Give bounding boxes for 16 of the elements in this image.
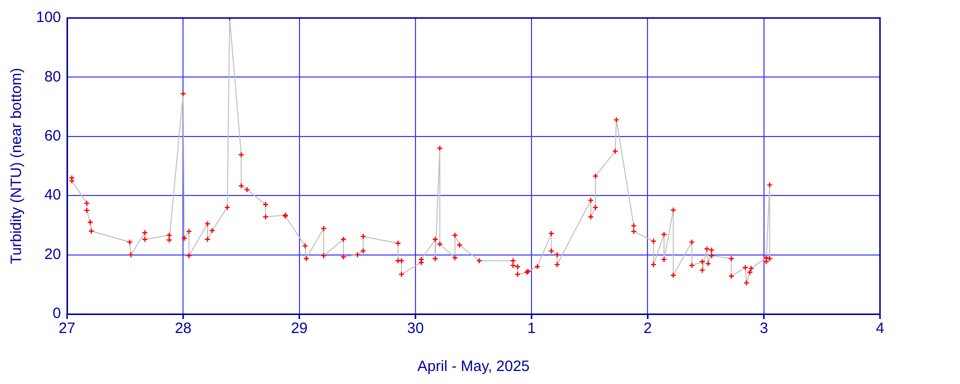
- x-tick-label: 28: [174, 320, 192, 338]
- x-tick-label: 30: [407, 320, 424, 338]
- x-tick-label: 4: [876, 320, 884, 338]
- y-tick-label: 80: [44, 68, 62, 86]
- y-tick-label: 40: [44, 186, 62, 204]
- x-tick-label: 29: [290, 320, 308, 338]
- x-tick-label: 1: [527, 320, 536, 338]
- x-tick-label: 27: [58, 320, 76, 338]
- x-axis-title: April - May, 2025: [417, 358, 530, 376]
- y-tick-label: 60: [44, 128, 62, 145]
- x-tick-label: 3: [760, 320, 768, 338]
- y-tick-label: 20: [44, 246, 62, 263]
- y-tick-label: 100: [36, 9, 62, 26]
- y-axis-title: Turbidity (NTU) (near bottom): [8, 68, 26, 264]
- y-tick-label: 0: [52, 305, 62, 322]
- x-tick-label: 2: [644, 320, 652, 338]
